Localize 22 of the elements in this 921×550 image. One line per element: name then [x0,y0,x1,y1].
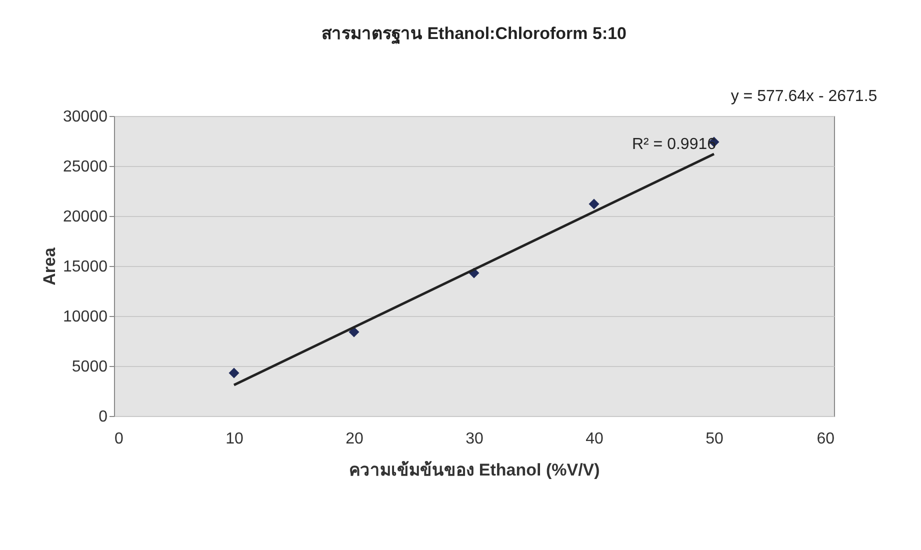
x-axis-title: ความเข้มข้นของ Ethanol (%V/V) [349,460,600,480]
y-tick-label: 20000 [63,208,108,226]
x-tick-label: 40 [586,430,604,448]
y-tick-label: 30000 [63,108,108,126]
y-tick-label: 0 [98,408,108,426]
x-tick-label: 10 [226,430,244,448]
y-tick-label: 25000 [63,158,108,176]
x-tick-label: 20 [346,430,364,448]
y-tick-label: 5000 [72,358,108,376]
point [348,326,360,338]
point [588,198,600,210]
y-tick-label: 10000 [63,308,108,326]
annotation: R² = 0.9916 [632,136,716,153]
chart-title: สารมาตรฐาน Ethanol:Chloroform 5:10 [321,24,627,45]
x-tick-label: 0 [114,430,124,448]
text: y = 577.64x - 2671.5 [730,88,878,105]
y-tick-label: 15000 [63,258,108,276]
y-axis-title: Area [40,247,60,286]
x-tick-label: 50 [706,430,724,448]
x-tick-label: 30 [466,430,484,448]
point [228,368,240,378]
x-tick-label: 60 [816,430,835,448]
